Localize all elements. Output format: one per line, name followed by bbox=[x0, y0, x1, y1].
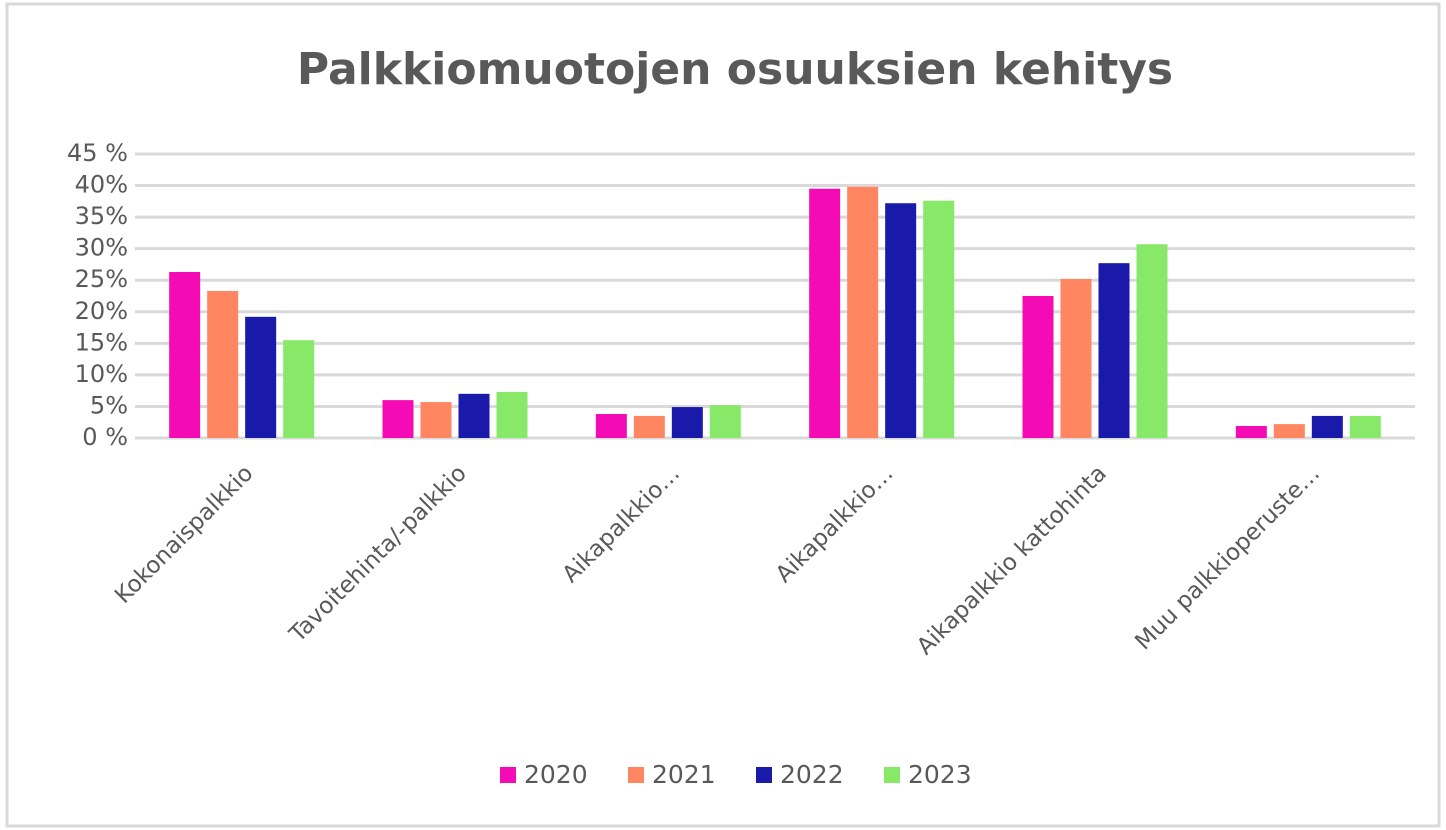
y-tick-label: 35% bbox=[75, 202, 128, 230]
bar bbox=[1136, 244, 1168, 438]
bar bbox=[671, 407, 703, 438]
bar bbox=[595, 414, 627, 438]
y-tick-label: 20% bbox=[75, 297, 128, 325]
bar bbox=[1098, 263, 1130, 438]
bar bbox=[1273, 424, 1305, 438]
bar bbox=[496, 391, 528, 438]
bar bbox=[283, 340, 315, 438]
bar bbox=[709, 405, 741, 438]
y-tick-label: 40% bbox=[75, 171, 128, 199]
bar bbox=[169, 272, 201, 438]
bar bbox=[207, 290, 239, 438]
legend-swatch bbox=[500, 767, 516, 783]
bar bbox=[1235, 426, 1267, 438]
bar bbox=[847, 186, 879, 438]
y-tick-label: 15% bbox=[75, 328, 128, 356]
bar bbox=[885, 203, 917, 438]
bar bbox=[923, 200, 955, 438]
y-tick-label: 10% bbox=[75, 360, 128, 388]
legend-swatch bbox=[884, 767, 900, 783]
bar bbox=[382, 400, 414, 438]
bar bbox=[420, 402, 452, 438]
y-tick-label: 5% bbox=[90, 391, 128, 419]
chart-title: Palkkiomuotojen osuuksien kehitys bbox=[297, 44, 1173, 95]
bar bbox=[809, 188, 841, 438]
bar bbox=[1311, 415, 1343, 438]
legend-label: 2021 bbox=[652, 760, 716, 789]
legend-swatch bbox=[628, 767, 644, 783]
bar bbox=[245, 316, 277, 438]
y-tick-label: 30% bbox=[75, 234, 128, 262]
y-tick-label: 25% bbox=[75, 265, 128, 293]
legend-label: 2023 bbox=[908, 760, 972, 789]
legend-label: 2022 bbox=[780, 760, 844, 789]
bar bbox=[1022, 296, 1054, 438]
y-tick-label: 45 % bbox=[67, 139, 128, 167]
bar bbox=[1349, 415, 1381, 438]
legend-swatch bbox=[756, 767, 772, 783]
bar bbox=[1060, 278, 1092, 438]
bar bbox=[633, 415, 665, 438]
legend-label: 2020 bbox=[524, 760, 588, 789]
bar bbox=[458, 393, 490, 438]
y-tick-label: 0 % bbox=[82, 423, 128, 451]
